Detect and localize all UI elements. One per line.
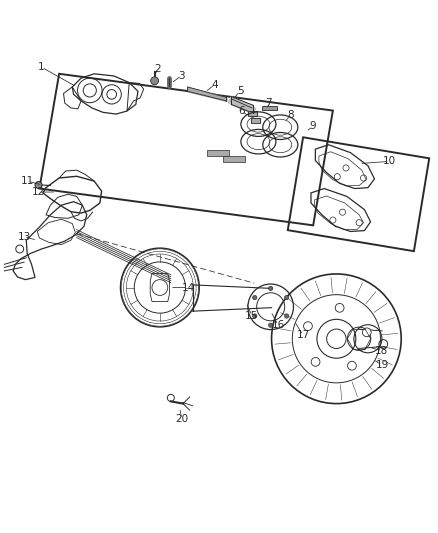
Circle shape bbox=[284, 295, 289, 300]
Text: 10: 10 bbox=[383, 156, 396, 166]
Circle shape bbox=[253, 314, 257, 318]
Text: 20: 20 bbox=[175, 414, 188, 424]
Text: 4: 4 bbox=[211, 80, 218, 90]
Bar bbox=[251, 118, 260, 123]
Text: 9: 9 bbox=[310, 122, 317, 131]
Circle shape bbox=[335, 303, 344, 312]
Circle shape bbox=[348, 361, 357, 370]
Circle shape bbox=[362, 328, 371, 337]
Bar bbox=[223, 156, 245, 162]
Text: 6: 6 bbox=[238, 106, 245, 116]
Circle shape bbox=[268, 323, 273, 327]
Circle shape bbox=[311, 358, 320, 366]
Text: 5: 5 bbox=[237, 86, 244, 96]
Circle shape bbox=[304, 322, 312, 330]
Text: 16: 16 bbox=[272, 320, 285, 330]
Text: 8: 8 bbox=[287, 110, 294, 120]
Bar bbox=[262, 106, 277, 110]
Text: 13: 13 bbox=[18, 232, 31, 242]
Text: 15: 15 bbox=[245, 311, 258, 320]
Text: 18: 18 bbox=[374, 345, 388, 356]
Circle shape bbox=[151, 77, 159, 85]
Text: 7: 7 bbox=[265, 98, 272, 108]
Text: 17: 17 bbox=[297, 330, 310, 340]
Text: 11: 11 bbox=[21, 176, 34, 186]
Text: 14: 14 bbox=[182, 282, 195, 293]
Bar bbox=[248, 110, 257, 116]
Circle shape bbox=[253, 295, 257, 300]
Circle shape bbox=[268, 286, 273, 290]
Text: 12: 12 bbox=[32, 187, 45, 197]
Text: 3: 3 bbox=[178, 70, 185, 80]
Bar bbox=[207, 150, 229, 156]
Circle shape bbox=[35, 182, 42, 189]
Text: 19: 19 bbox=[376, 360, 389, 370]
Circle shape bbox=[284, 314, 289, 318]
Text: 2: 2 bbox=[154, 63, 161, 74]
Text: 1: 1 bbox=[38, 62, 45, 72]
